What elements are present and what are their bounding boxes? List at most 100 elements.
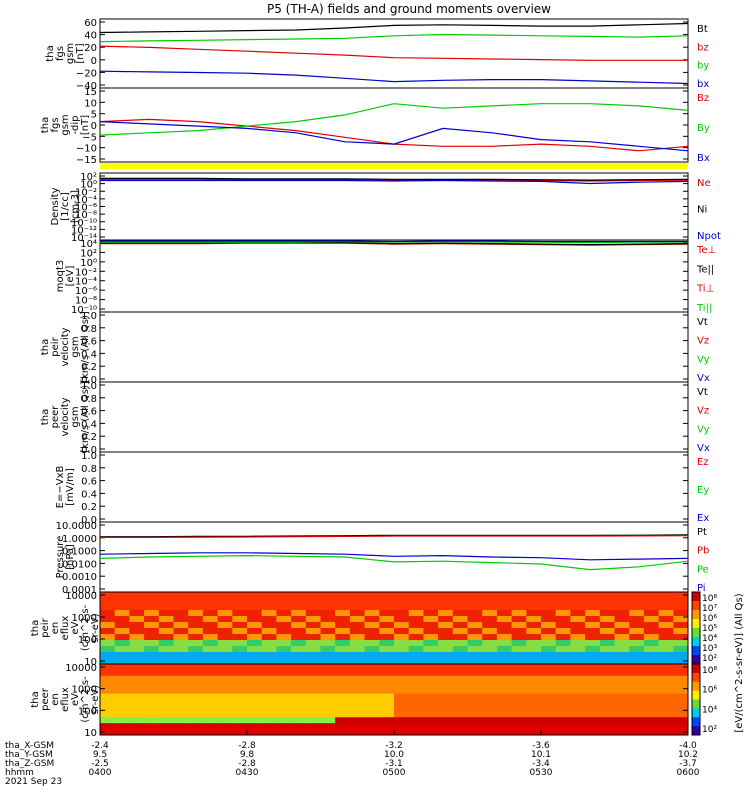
spectrogram-cell: [232, 664, 248, 671]
spectrogram-cell: [629, 675, 645, 683]
spectrogram-cell: [261, 610, 277, 617]
spectrogram-cell: [438, 711, 454, 718]
spectrogram-cell: [423, 729, 439, 736]
y-axis-label-line: [nPa]: [65, 544, 76, 570]
spectrogram-cell: [585, 687, 601, 695]
series-line-bx: [99, 70, 689, 85]
colorbar-band: [692, 681, 700, 692]
spectrogram-cell: [276, 664, 292, 671]
spectrogram-cell: [217, 675, 233, 683]
spectrogram-cell: [570, 646, 586, 653]
spectrogram-cell: [129, 723, 145, 730]
spectrogram-cell: [643, 669, 660, 677]
spectrogram-cell: [673, 640, 689, 647]
spectrogram-cell: [100, 598, 116, 605]
spectrogram-cell: [614, 628, 630, 635]
spectrogram-cell: [599, 628, 615, 635]
spectrogram-cell: [188, 687, 204, 695]
spectrogram-cell: [585, 669, 601, 677]
panels-group: 6040200−20−40thafgsgsm[nT]Btbzbybx151050…: [30, 18, 745, 739]
spectrogram-cell: [232, 687, 248, 695]
spectrogram-cell: [320, 705, 336, 712]
y-tick-label: 0.0: [81, 445, 97, 456]
spectrogram-cell: [482, 664, 498, 671]
y-tick-label: 10⁻¹²: [71, 225, 97, 236]
date-label: 2021 Sep 23: [5, 777, 62, 787]
spectrogram-cell: [158, 652, 174, 659]
spectrogram-cell: [511, 598, 527, 605]
colorbar-band: [692, 699, 700, 709]
spectrogram-cell: [232, 622, 248, 629]
y-axis-label-line: [km/s (All Qs)]: [80, 381, 91, 453]
panel-frame: [99, 381, 689, 453]
spectrogram-cell: [100, 634, 116, 641]
spectrogram-cell: [394, 681, 410, 689]
spectrogram-cell: [526, 693, 542, 700]
y-tick-label: 10000: [65, 591, 97, 602]
spectrogram-cell: [526, 729, 542, 736]
spectrogram-cell: [467, 658, 483, 665]
colorbar-band: [692, 708, 700, 718]
spectrogram-cell: [188, 699, 204, 706]
spectrogram-cell: [144, 723, 160, 730]
spectrogram-cell: [394, 604, 410, 611]
y-tick-label: 10⁻⁴: [75, 195, 97, 206]
spectrogram-cell: [511, 681, 527, 689]
spectrogram-cell: [247, 622, 263, 629]
series-line-Ti||: [100, 240, 688, 244]
spectrogram-cell: [379, 729, 395, 736]
spectrogram-cell: [188, 622, 204, 629]
spectrogram-cell: [673, 634, 689, 641]
spectrogram-cell: [232, 616, 248, 623]
spectrogram-cell: [394, 664, 410, 671]
x-tick-label: 0600: [677, 768, 700, 778]
spectrogram-cell: [570, 669, 586, 677]
spectrogram-cell: [100, 622, 116, 629]
y-tick-label: 1.0000: [62, 534, 97, 545]
y-tick-label: 0.6: [81, 477, 97, 488]
spectrogram-cell: [452, 699, 468, 706]
spectrogram-cell: [114, 658, 130, 665]
spectrogram-cell: [408, 622, 424, 629]
spectrogram-cell: [320, 592, 336, 599]
spectrogram-cell: [202, 681, 219, 689]
spectrogram-cell: [349, 616, 366, 623]
spectrogram-cell: [599, 723, 615, 730]
spectrogram-cell: [188, 604, 204, 611]
spectrogram-cell: [438, 634, 454, 641]
spectrogram-cell: [629, 717, 645, 724]
y-tick-label: 10⁻⁸: [75, 210, 97, 221]
y-axis-label-line: tha: [30, 691, 41, 707]
spectrogram-cell: [570, 592, 586, 599]
spectrogram-cell: [364, 705, 380, 712]
spectrogram-cell: [658, 687, 674, 695]
spectrogram-cell: [423, 664, 439, 671]
y-axis-label: thafgsgsm[nT]: [45, 43, 86, 64]
spectrogram-cell: [438, 717, 454, 724]
spectrogram-cell: [541, 717, 557, 724]
y-axis-label-line: E=−VxB: [55, 466, 66, 509]
colorbar-tick-label: 10²: [702, 725, 717, 735]
y-tick-label: −20: [76, 68, 97, 79]
x-tick-label: -3.1: [385, 759, 403, 769]
colorbar-band: [692, 610, 700, 620]
spectrogram-cell: [394, 705, 410, 712]
spectrogram-cell: [526, 646, 542, 653]
spectrogram-cell: [452, 616, 468, 623]
spectrogram-cell: [570, 681, 586, 689]
spectrogram-cell: [364, 628, 380, 635]
spectrogram-cell: [555, 610, 571, 617]
spectrogram-cell: [555, 717, 571, 724]
spectrogram-cell: [335, 681, 351, 689]
spectrogram-cell: [614, 693, 630, 700]
spectrogram-cell: [144, 699, 160, 706]
spectrogram-cell: [643, 646, 660, 653]
spectrogram-cell: [496, 664, 513, 671]
spectrogram-cell: [173, 646, 189, 653]
spectrogram-cell: [452, 610, 468, 617]
spectrogram-cell: [247, 652, 263, 659]
y-axis-label-line: [cm-3]: [70, 190, 81, 223]
spectrogram-cell: [173, 664, 189, 671]
legend-entry: Te||: [696, 264, 714, 275]
